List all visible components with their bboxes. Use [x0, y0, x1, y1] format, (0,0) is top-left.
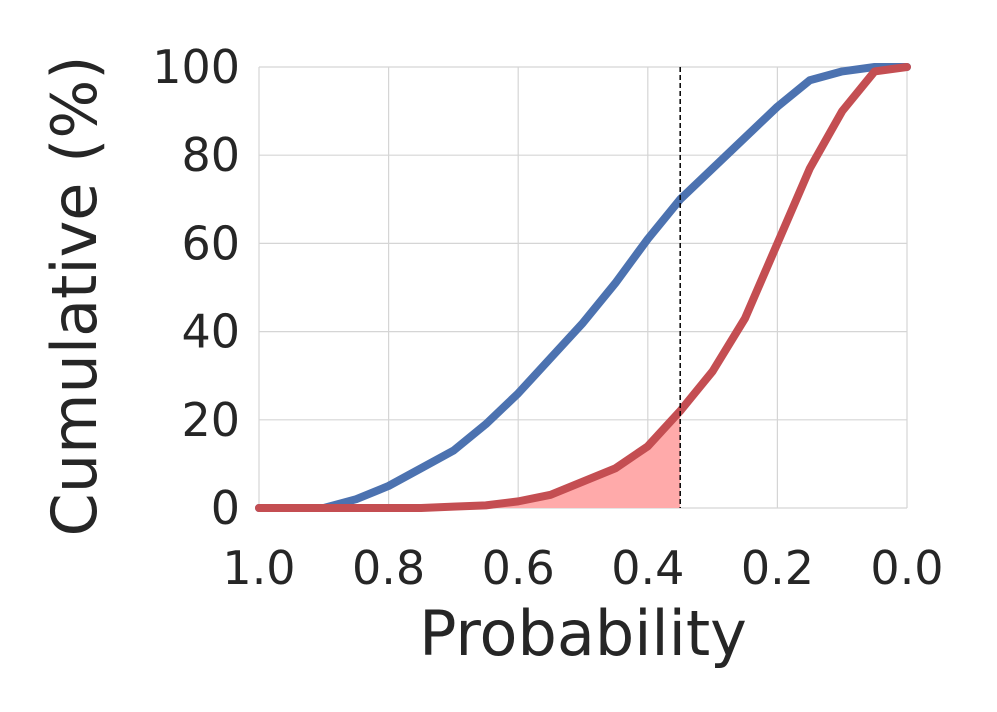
y-tick-label-2: 40: [181, 305, 240, 359]
plot-background: [259, 67, 907, 508]
x-tick-label-2: 0.6: [482, 541, 555, 595]
y-tick-label-5: 100: [152, 40, 240, 94]
y-tick-label-3: 60: [181, 216, 240, 270]
series-0-line: [255, 63, 911, 512]
series-1-fill: [259, 410, 681, 508]
series-lines: [255, 63, 911, 512]
series-1-line: [255, 63, 911, 512]
x-axis-label: Probability: [419, 597, 747, 670]
y-tick-label-4: 80: [181, 128, 240, 182]
x-tick-label-5: 0.0: [870, 541, 943, 595]
shaded-area: [259, 410, 681, 508]
x-tick-label-3: 0.4: [611, 541, 684, 595]
y-axis-label: Cumulative (%): [38, 56, 111, 537]
x-tick-labels: 1.0 0.8 0.6 0.4 0.2 0.0: [222, 541, 943, 595]
y-tick-labels: 0 20 40 60 80 100: [152, 40, 240, 535]
x-tick-label-0: 1.0: [222, 541, 295, 595]
y-tick-label-0: 0: [211, 481, 240, 535]
x-tick-label-4: 0.2: [741, 541, 814, 595]
y-tick-label-1: 20: [181, 393, 240, 447]
x-tick-label-1: 0.8: [352, 541, 425, 595]
